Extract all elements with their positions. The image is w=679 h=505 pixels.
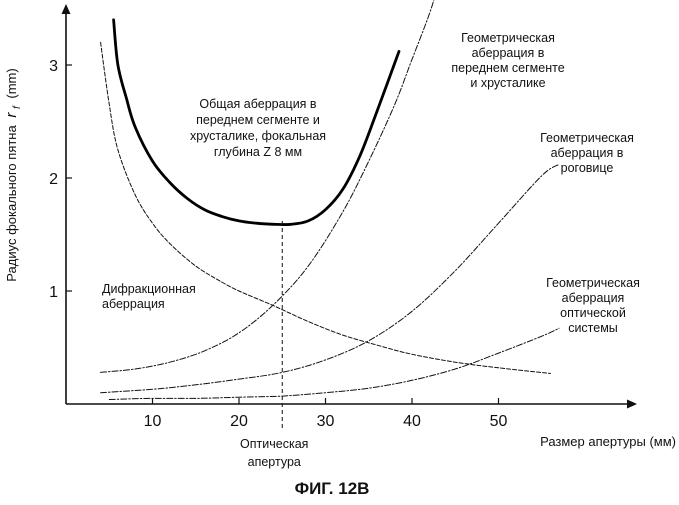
x-axis-title: Размер апертуры (мм) (540, 434, 676, 449)
y-tick-label: 2 (49, 171, 58, 188)
y-ticks: 1 2 3 (49, 58, 72, 301)
annotation-line: Геометрическая (461, 31, 555, 45)
x-axis-arrow (627, 400, 637, 409)
y-axis-title: Радиус фокального пятна r f (mm) (3, 68, 23, 281)
annotation-line: глубина Z 8 мм (214, 145, 302, 159)
annotation-line: переднем сегменте и (196, 113, 320, 127)
annotation-line: аберрация в (472, 46, 545, 60)
y-axis-title-symbol: r (3, 112, 20, 118)
y-tick-label: 1 (49, 284, 58, 301)
x-tick-label: 20 (230, 413, 248, 430)
x-tick-label: 30 (317, 413, 335, 430)
annotation-geometric-anterior: Геометрическаяаберрация впереднем сегмен… (451, 31, 564, 90)
y-axis-title-subscript: f (12, 105, 23, 109)
annotation-line: аберрация (562, 291, 625, 305)
annotation-line: роговице (561, 161, 614, 175)
annotation-line: системы (568, 321, 618, 335)
x-tick-label: 50 (490, 413, 508, 430)
annotation-line: и хрусталике (470, 76, 545, 90)
annotation-line: Геометрическая (546, 276, 640, 290)
annotation-total-aberration: Общая аберрация в переднем сегменте и хрус… (190, 97, 326, 159)
x-tick-label: 40 (403, 413, 421, 430)
series-geometric-anterior (101, 0, 438, 372)
optical-aperture-label-line-2: апертура (248, 455, 301, 469)
annotation-line: Дифракционная (102, 282, 196, 296)
annotation-line: хрусталике, фокальная (190, 129, 326, 143)
annotation-geometric-cornea: Геометрическаяаберрация вроговице (540, 131, 634, 175)
y-axis-title-text: Радиус фокального пятна (4, 125, 19, 282)
y-tick-label: 3 (49, 58, 58, 75)
annotation-line: Общая аберрация в (199, 97, 317, 111)
x-tick-label: 10 (144, 413, 162, 430)
annotation-line: аберрация в (551, 146, 624, 160)
annotation-line: переднем сегменте (451, 61, 564, 75)
y-axis-title-unit: (mm) (4, 68, 19, 98)
series-geometric-cornea (101, 164, 559, 392)
x-ticks: 10 20 30 40 50 (144, 398, 508, 430)
annotation-diffraction: Дифракционнаяаберрация (102, 282, 196, 311)
series-geometric-optical-system (109, 328, 559, 399)
annotation-line: оптической (560, 306, 626, 320)
y-axis-arrow (62, 4, 71, 14)
annotation-geometric-optical-system: Геометрическаяаберрацияоптическойсистемы (546, 276, 640, 335)
figure-caption: ФИГ. 12В (295, 479, 370, 498)
optical-aperture-label-line-1: Оптическая (240, 437, 308, 451)
annotation-line: аберрация (102, 297, 165, 311)
annotation-line: Геометрическая (540, 131, 634, 145)
